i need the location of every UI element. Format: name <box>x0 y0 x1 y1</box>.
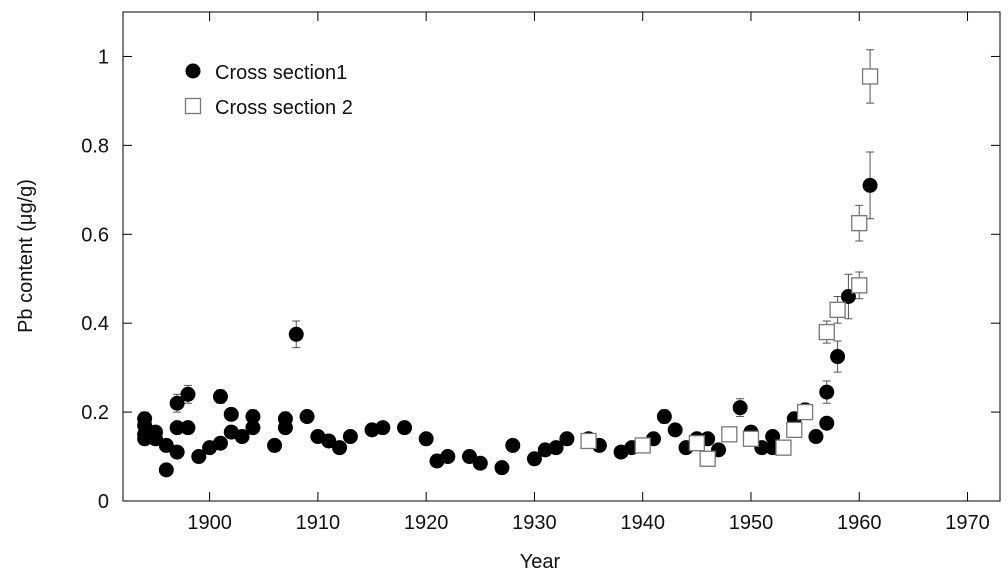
data-point <box>775 439 792 456</box>
data-point <box>808 429 824 445</box>
data-point <box>180 420 196 436</box>
data-point <box>505 437 521 453</box>
data-point <box>818 323 835 341</box>
y-tick-label: 0.2 <box>81 402 109 424</box>
data-point <box>829 301 846 318</box>
data-point <box>472 455 488 471</box>
y-tick-label: 0 <box>98 491 109 513</box>
data-point <box>137 431 153 447</box>
data-point <box>212 389 228 405</box>
data-point <box>332 440 348 456</box>
data-point <box>180 386 196 402</box>
data-point <box>851 215 868 232</box>
y-tick-label: 0.4 <box>81 313 109 335</box>
legend-marker <box>185 63 201 79</box>
data-point <box>191 449 207 465</box>
data-point <box>830 349 846 365</box>
x-axis-label: Year <box>520 551 561 573</box>
data-point <box>158 462 174 478</box>
data-point <box>158 437 174 453</box>
x-tick-label: 1930 <box>512 512 557 534</box>
legend-label: Cross section 2 <box>215 97 353 119</box>
data-point <box>796 403 814 421</box>
y-tick-label: 1 <box>98 46 109 68</box>
plot-frame <box>122 11 1001 502</box>
data-point <box>851 277 868 294</box>
data-point <box>342 429 358 445</box>
x-tick-label: 1900 <box>187 512 232 534</box>
data-point <box>819 415 835 431</box>
data-point <box>234 429 250 445</box>
data-point <box>212 435 228 451</box>
data-point <box>721 426 738 443</box>
x-tick-label: 1950 <box>729 512 774 534</box>
data-point <box>548 440 564 456</box>
data-point <box>397 420 413 436</box>
data-point <box>267 437 283 453</box>
data-point <box>169 395 185 411</box>
data-point <box>418 431 434 447</box>
y-tick-label: 0.8 <box>81 135 109 157</box>
y-axis-label: Pb content (μg/g) <box>15 179 37 333</box>
data-point <box>169 444 185 460</box>
data-point <box>440 449 456 465</box>
data-point <box>656 409 672 425</box>
data-point <box>245 420 261 436</box>
data-point <box>688 435 705 452</box>
x-tick-label: 1920 <box>404 512 449 534</box>
data-point <box>786 421 803 439</box>
x-tick-label: 1960 <box>837 512 882 534</box>
data-point <box>147 431 163 447</box>
data-point <box>580 432 597 450</box>
data-point <box>819 384 835 400</box>
data-point <box>861 68 879 85</box>
x-tick-label: 1940 <box>620 512 665 534</box>
y-tick-label: 0.6 <box>81 224 109 246</box>
data-point <box>862 177 878 193</box>
data-point <box>223 406 239 422</box>
data-point <box>667 422 683 438</box>
x-tick-label: 1970 <box>945 512 990 534</box>
data-point <box>277 420 293 436</box>
data-point <box>699 450 716 467</box>
data-point <box>321 433 337 449</box>
data-point <box>526 451 542 467</box>
x-tick-label: 1910 <box>296 512 341 534</box>
data-point <box>559 431 575 447</box>
data-point <box>169 420 185 436</box>
data-point <box>494 460 510 476</box>
legend-marker <box>184 97 202 115</box>
data-point <box>245 409 261 425</box>
data-point <box>375 420 391 436</box>
data-point <box>461 449 477 465</box>
data-point <box>288 326 304 342</box>
data-point <box>732 400 748 416</box>
data-point <box>634 437 651 454</box>
legend-label: Cross section1 <box>215 62 347 84</box>
data-point <box>742 430 760 447</box>
data-point <box>299 409 315 425</box>
